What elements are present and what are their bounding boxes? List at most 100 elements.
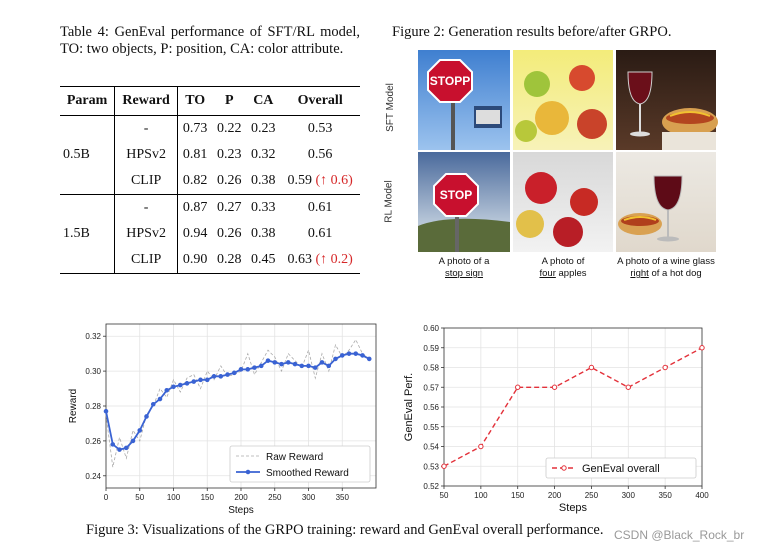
watermark: CSDN @Black_Rock_br <box>614 528 745 542</box>
data-point <box>478 443 484 450</box>
data-point <box>238 367 244 372</box>
data-point <box>662 364 668 371</box>
to-cell: 0.82 <box>182 173 208 188</box>
data-point <box>299 363 305 369</box>
y-tick-label: 0.32 <box>85 332 101 341</box>
ca-cell: 0.45 <box>251 252 276 267</box>
data-point <box>123 445 129 451</box>
data-point <box>312 365 318 370</box>
data-point <box>258 363 264 369</box>
data-point <box>117 447 122 452</box>
legend-marker <box>561 465 567 471</box>
ca-cell: 0.33 <box>251 200 276 215</box>
ca-cell: 0.23 <box>251 121 276 136</box>
x-tick-label: 100 <box>167 493 181 502</box>
data-point <box>346 351 352 356</box>
x-tick-label: 50 <box>135 493 144 502</box>
header-param: Param <box>60 86 116 116</box>
data-point <box>204 377 210 383</box>
y-tick-label: 0.26 <box>85 437 101 446</box>
data-point <box>272 360 278 365</box>
data-point <box>326 363 332 369</box>
series-line-raw-reward <box>105 338 370 468</box>
legend-label: Smoothed Reward <box>266 468 349 479</box>
reward-cell: HPSv2 <box>114 142 179 168</box>
data-point <box>150 401 156 407</box>
data-point <box>699 345 705 351</box>
data-point <box>137 428 143 433</box>
data-point <box>515 384 521 390</box>
to-cell: 0.87 <box>182 200 208 215</box>
x-axis-label: Steps <box>559 502 588 514</box>
header-overall: Overall <box>297 93 343 108</box>
reward-cell: - <box>114 194 179 221</box>
x-tick-label: 150 <box>201 493 215 502</box>
y-tick-label: 0.24 <box>85 472 101 481</box>
reward-chart: 0 50 100 150 200 250 300 350 0.24 0.26 0.28 0.30 0.3… <box>68 323 377 516</box>
data-point <box>285 360 291 365</box>
generation-grid: SFT Model RL Model STOPP <box>384 46 718 286</box>
y-tick-label: 0.58 <box>423 364 439 373</box>
table-row: CLIP 0.90 0.28 0.45 0.63 (↑ 0.2) <box>60 247 360 274</box>
figure3-caption: Figure 3: Visualizations of the GRPO tra… <box>86 522 604 538</box>
data-point <box>103 408 109 414</box>
caption-wine-hotdog: A photo of a wine glass right of a hot d… <box>617 256 715 279</box>
data-point <box>211 374 217 379</box>
data-point <box>110 442 116 447</box>
data-point <box>218 374 224 379</box>
data-point <box>198 377 203 383</box>
p-cell: 0.28 <box>217 252 242 267</box>
sft-stop-sign-image <box>418 50 510 150</box>
p-cell: 0.27 <box>217 200 242 215</box>
y-tick-label: 0.54 <box>423 443 439 452</box>
data-point <box>171 384 176 390</box>
data-point <box>164 387 170 393</box>
caption-stop-sign: A photo of a stop sign <box>438 256 490 279</box>
data-point <box>306 363 311 369</box>
to-cell: 0.90 <box>182 252 208 267</box>
x-tick-label: 350 <box>336 493 350 502</box>
x-tick-label: 200 <box>234 493 248 502</box>
data-point <box>252 365 257 370</box>
data-point <box>588 364 595 371</box>
table-row: 1.5B - 0.87 0.27 0.33 0.61 <box>60 194 360 274</box>
overall-cell: 0.59 (↑ 0.6) <box>287 173 353 188</box>
p-cell: 0.22 <box>217 121 242 136</box>
ca-cell: 0.38 <box>251 173 276 188</box>
data-point <box>625 384 631 390</box>
x-tick-label: 250 <box>268 493 282 502</box>
data-point <box>319 360 325 365</box>
rl-apples-image <box>513 152 613 252</box>
ca-cell: 0.32 <box>251 147 276 162</box>
data-point <box>144 414 149 419</box>
reward-cell: HPSv2 <box>114 221 179 247</box>
table-caption: Table 4: GenEval performance of SFT/RL m… <box>60 24 360 57</box>
improvement-delta: (↑ 0.6) <box>315 173 353 188</box>
y-tick-label: 0.60 <box>423 324 439 333</box>
p-cell: 0.26 <box>217 226 242 241</box>
y-tick-label: 0.28 <box>85 402 101 411</box>
x-tick-label: 150 <box>511 491 525 500</box>
data-point <box>441 463 447 469</box>
x-tick-label: 300 <box>302 493 316 502</box>
x-tick-label: 100 <box>474 491 488 500</box>
reward-cell: CLIP <box>114 247 179 274</box>
y-axis-label: GenEval Perf. <box>403 373 415 441</box>
y-tick-label: 0.53 <box>423 462 439 471</box>
geneval-chart: 50 100 150 200 250 300 350 400 0.52 0.53 0.54 0.55 0… <box>403 324 709 514</box>
overall-cell: 0.63 (↑ 0.2) <box>287 252 353 267</box>
legend-box <box>229 445 371 483</box>
x-tick-label: 50 <box>440 491 449 500</box>
x-tick-label: 250 <box>585 491 599 500</box>
overall-cell: 0.56 <box>307 147 333 162</box>
data-point <box>130 438 136 444</box>
data-point <box>279 361 284 367</box>
header-ca: CA <box>253 93 274 108</box>
p-cell: 0.26 <box>217 173 242 188</box>
improvement-delta: (↑ 0.2) <box>315 252 353 267</box>
header-reward: Reward <box>114 86 179 116</box>
caption-four-apples: A photo of four apples <box>539 256 587 279</box>
data-point <box>191 379 197 384</box>
data-point <box>177 382 183 388</box>
overall-cell: 0.61 <box>307 226 333 241</box>
